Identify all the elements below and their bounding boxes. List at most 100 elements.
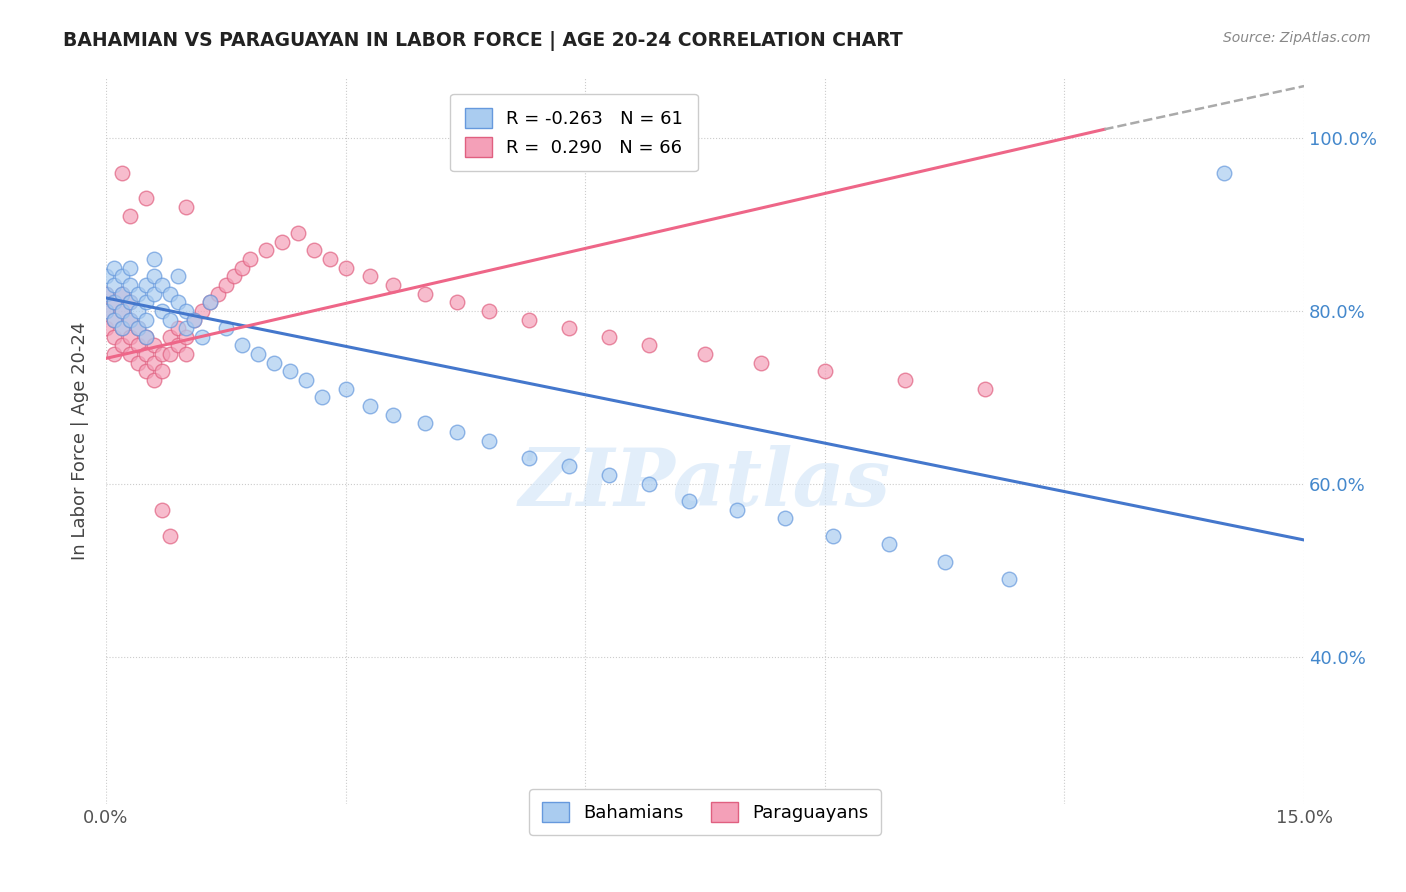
Point xyxy=(118,347,141,361)
Point xyxy=(103,330,125,344)
Point xyxy=(773,511,796,525)
Point xyxy=(166,321,188,335)
Point xyxy=(821,528,844,542)
Point xyxy=(598,468,620,483)
Point xyxy=(118,277,141,292)
Point xyxy=(302,244,325,258)
Point xyxy=(183,312,205,326)
Point xyxy=(278,364,301,378)
Point xyxy=(127,321,149,335)
Point xyxy=(127,338,149,352)
Point xyxy=(973,382,995,396)
Point xyxy=(135,364,157,378)
Point xyxy=(150,304,173,318)
Point xyxy=(239,252,262,266)
Point xyxy=(415,286,437,301)
Point xyxy=(103,312,125,326)
Point xyxy=(127,304,149,318)
Point xyxy=(190,330,212,344)
Point xyxy=(118,295,141,310)
Point xyxy=(94,321,117,335)
Point xyxy=(215,277,238,292)
Point xyxy=(159,330,181,344)
Point xyxy=(174,321,197,335)
Point xyxy=(215,321,238,335)
Point xyxy=(359,399,381,413)
Point xyxy=(231,338,253,352)
Point xyxy=(183,312,205,326)
Point xyxy=(111,321,134,335)
Point xyxy=(118,260,141,275)
Point xyxy=(103,260,125,275)
Point xyxy=(558,459,581,474)
Point xyxy=(135,347,157,361)
Point xyxy=(166,269,188,284)
Point xyxy=(198,295,221,310)
Point xyxy=(159,312,181,326)
Point xyxy=(382,408,405,422)
Point xyxy=(517,312,540,326)
Point xyxy=(814,364,837,378)
Point xyxy=(111,321,134,335)
Point xyxy=(382,277,405,292)
Point xyxy=(893,373,915,387)
Point xyxy=(135,192,157,206)
Point xyxy=(142,356,165,370)
Point xyxy=(749,356,772,370)
Point xyxy=(118,312,141,326)
Point xyxy=(118,295,141,310)
Point xyxy=(997,572,1019,586)
Point xyxy=(231,260,253,275)
Point xyxy=(190,304,212,318)
Point xyxy=(294,373,316,387)
Point xyxy=(111,304,134,318)
Point xyxy=(446,295,468,310)
Point xyxy=(207,286,229,301)
Point xyxy=(415,417,437,431)
Point xyxy=(135,330,157,344)
Point xyxy=(263,356,285,370)
Point xyxy=(638,338,661,352)
Point xyxy=(174,347,197,361)
Point xyxy=(166,338,188,352)
Point xyxy=(135,295,157,310)
Point xyxy=(94,286,117,301)
Point xyxy=(127,321,149,335)
Point xyxy=(103,295,125,310)
Point xyxy=(127,286,149,301)
Point xyxy=(111,304,134,318)
Point xyxy=(446,425,468,439)
Point xyxy=(270,235,292,249)
Point xyxy=(318,252,340,266)
Point xyxy=(94,304,117,318)
Point xyxy=(246,347,269,361)
Point xyxy=(135,312,157,326)
Point xyxy=(150,364,173,378)
Point xyxy=(142,252,165,266)
Point xyxy=(111,286,134,301)
Point xyxy=(103,277,125,292)
Point xyxy=(127,356,149,370)
Point xyxy=(142,338,165,352)
Point xyxy=(198,295,221,310)
Point xyxy=(174,200,197,214)
Point xyxy=(103,312,125,326)
Point xyxy=(638,476,661,491)
Point xyxy=(478,434,501,448)
Point xyxy=(150,277,173,292)
Point xyxy=(311,390,333,404)
Point xyxy=(111,269,134,284)
Point xyxy=(94,269,117,284)
Text: ZIPatlas: ZIPatlas xyxy=(519,445,891,523)
Point xyxy=(142,373,165,387)
Point xyxy=(174,304,197,318)
Point xyxy=(103,347,125,361)
Point xyxy=(335,260,357,275)
Text: BAHAMIAN VS PARAGUAYAN IN LABOR FORCE | AGE 20-24 CORRELATION CHART: BAHAMIAN VS PARAGUAYAN IN LABOR FORCE | … xyxy=(63,31,903,51)
Point xyxy=(254,244,277,258)
Point xyxy=(693,347,716,361)
Point xyxy=(598,330,620,344)
Point xyxy=(1213,165,1236,179)
Legend: Bahamians, Paraguayans: Bahamians, Paraguayans xyxy=(529,789,882,835)
Point xyxy=(150,502,173,516)
